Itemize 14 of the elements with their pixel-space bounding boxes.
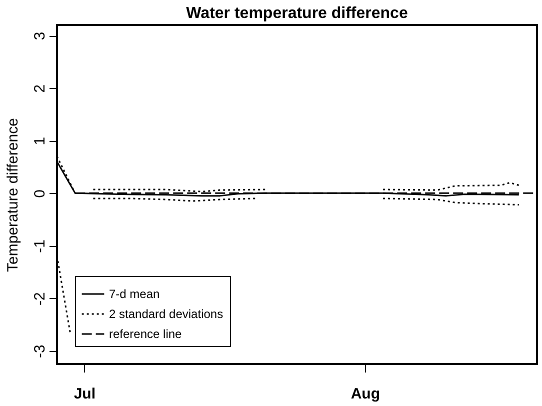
y-tick-label: 2	[32, 84, 48, 93]
legend-label: reference line	[109, 327, 182, 341]
y-tick-label: 3	[32, 32, 48, 40]
y-tick-label: -3	[32, 344, 48, 358]
y-tick-label: -1	[32, 240, 48, 253]
chart-title: Water temperature difference	[186, 5, 408, 22]
y-tick-label: -2	[32, 292, 48, 306]
legend-label: 7-d mean	[109, 287, 160, 301]
y-tick-label: 1	[32, 136, 48, 146]
x-tick-label: Jul	[74, 386, 96, 402]
x-tick-label: Aug	[350, 386, 380, 402]
y-tick-label: 0	[32, 190, 48, 198]
y-axis-title: Temperature difference	[4, 118, 22, 272]
legend-label: 2 standard deviations	[109, 307, 224, 321]
